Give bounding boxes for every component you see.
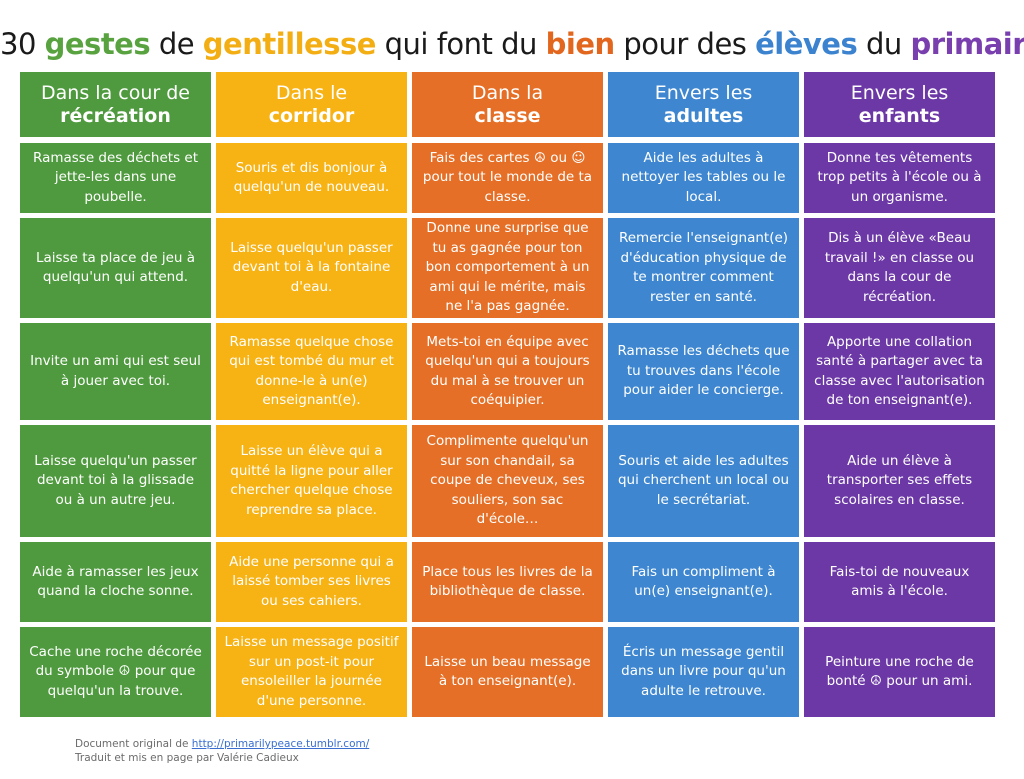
header-line1: Dans le xyxy=(275,81,348,104)
header-line1: Dans la xyxy=(471,81,544,104)
column-adultes: Envers les adultes Aide les adultes à ne… xyxy=(608,72,799,717)
table-cell: Peinture une roche de bonté ☮ pour un am… xyxy=(804,627,995,717)
table-cell: Ramasse les déchets que tu trouves dans … xyxy=(608,323,799,420)
table-cell: Laisse quelqu'un passer devant toi à la … xyxy=(216,218,407,318)
column-header-enfants: Envers les enfants xyxy=(804,72,995,137)
title-word: 30 xyxy=(0,27,36,61)
table-cell: Mets-toi en équipe avec quelqu'un qui a … xyxy=(412,323,603,420)
table-cell: Cache une roche décorée du symbole ☮ pou… xyxy=(20,627,211,717)
table-cell: Aide les adultes à nettoyer les tables o… xyxy=(608,143,799,213)
title-word-eleves: élèves xyxy=(755,27,858,61)
table-cell: Souris et dis bonjour à quelqu'un de nou… xyxy=(216,143,407,213)
table-cell: Souris et aide les adultes qui cherchent… xyxy=(608,425,799,537)
table-cell: Laisse un message positif sur un post-it… xyxy=(216,627,407,717)
column-header-classe: Dans la classe xyxy=(412,72,603,137)
table-cell: Remercie l'enseignant(e) d'éducation phy… xyxy=(608,218,799,318)
page-title: 30 gestes de gentillesse qui font du bie… xyxy=(0,24,1024,64)
table-cell: Fais-toi de nouveaux amis à l'école. xyxy=(804,542,995,622)
table-cell: Fais des cartes ☮ ou ☺ pour tout le mond… xyxy=(412,143,603,213)
column-header-recreation: Dans la cour de récréation xyxy=(20,72,211,137)
header-line1: Envers les xyxy=(850,81,949,104)
header-line2: classe xyxy=(474,104,541,127)
table-cell: Dis à un élève «Beau travail !» en class… xyxy=(804,218,995,318)
table-cell: Donne tes vêtements trop petits à l'écol… xyxy=(804,143,995,213)
title-word-bien: bien xyxy=(545,27,616,61)
table-cell: Laisse ta place de jeu à quelqu'un qui a… xyxy=(20,218,211,318)
column-enfants: Envers les enfants Donne tes vêtements t… xyxy=(804,72,995,717)
table-cell: Fais un compliment à un(e) enseignant(e)… xyxy=(608,542,799,622)
column-corridor: Dans le corridor Souris et dis bonjour à… xyxy=(216,72,407,717)
table-cell: Invite un ami qui est seul à jouer avec … xyxy=(20,323,211,420)
column-recreation: Dans la cour de récréation Ramasse des d… xyxy=(20,72,211,717)
footer-prefix: Document original de xyxy=(75,738,192,750)
footer-line1: Document original de http://primarilypea… xyxy=(75,737,369,751)
header-line2: récréation xyxy=(60,104,171,127)
table-cell: Donne une surprise que tu as gagnée pour… xyxy=(412,218,603,318)
table-cell: Écris un message gentil dans un livre po… xyxy=(608,627,799,717)
table-cell: Laisse quelqu'un passer devant toi à la … xyxy=(20,425,211,537)
table-cell: Laisse un beau message à ton enseignant(… xyxy=(412,627,603,717)
kindness-table: Dans la cour de récréation Ramasse des d… xyxy=(20,72,995,717)
table-cell: Aide un élève à transporter ses effets s… xyxy=(804,425,995,537)
header-line2: adultes xyxy=(663,104,744,127)
table-cell: Aide à ramasser les jeux quand la cloche… xyxy=(20,542,211,622)
table-cell: Laisse un élève qui a quitté la ligne po… xyxy=(216,425,407,537)
header-line2: enfants xyxy=(858,104,941,127)
table-cell: Complimente quelqu'un sur son chandail, … xyxy=(412,425,603,537)
title-word: qui font du xyxy=(384,27,538,61)
column-header-adultes: Envers les adultes xyxy=(608,72,799,137)
source-link[interactable]: http://primarilypeace.tumblr.com/ xyxy=(191,738,370,750)
column-classe: Dans la classe Fais des cartes ☮ ou ☺ po… xyxy=(412,72,603,717)
column-header-corridor: Dans le corridor xyxy=(216,72,407,137)
title-word-gentillesse: gentillesse xyxy=(202,27,377,61)
header-line2: corridor xyxy=(268,104,355,127)
table-cell: Apporte une collation santé à partager a… xyxy=(804,323,995,420)
header-line1: Envers les xyxy=(654,81,753,104)
title-word: de xyxy=(158,27,195,61)
table-cell: Ramasse des déchets et jette-les dans un… xyxy=(20,143,211,213)
title-word: du xyxy=(865,27,902,61)
table-cell: Place tous les livres de la bibliothèque… xyxy=(412,542,603,622)
header-line1: Dans la cour de xyxy=(41,81,190,104)
title-word-primaire: primaire xyxy=(910,27,1024,61)
footer-line2: Traduit et mis en page par Valérie Cadie… xyxy=(75,752,299,764)
table-cell: Ramasse quelque chose qui est tombé du m… xyxy=(216,323,407,420)
title-word-gestes: gestes xyxy=(44,27,151,61)
footer-credits: Document original de http://primarilypea… xyxy=(75,737,369,765)
title-word: pour des xyxy=(623,27,747,61)
table-cell: Aide une personne qui a laissé tomber se… xyxy=(216,542,407,622)
